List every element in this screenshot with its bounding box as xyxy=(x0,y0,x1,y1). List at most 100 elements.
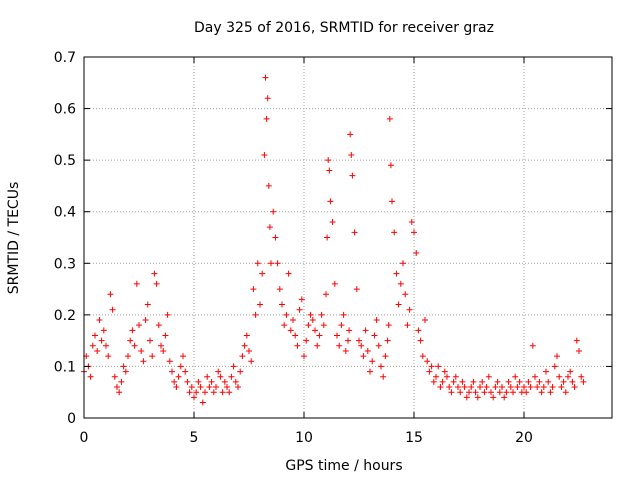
data-point xyxy=(483,384,490,391)
data-point xyxy=(257,301,263,308)
data-point xyxy=(346,327,353,334)
data-point xyxy=(186,389,193,396)
data-point xyxy=(294,342,301,349)
data-point xyxy=(131,342,138,349)
data-point xyxy=(116,389,123,396)
data-point xyxy=(191,394,197,401)
data-point xyxy=(173,384,180,391)
data-point xyxy=(488,389,494,396)
data-point xyxy=(127,337,134,344)
data-point xyxy=(540,384,547,391)
data-point xyxy=(279,301,285,308)
data-point xyxy=(323,291,329,298)
data-point xyxy=(457,389,464,396)
data-point xyxy=(562,389,569,396)
data-point xyxy=(514,384,521,391)
data-point xyxy=(109,306,116,313)
data-point xyxy=(512,373,519,380)
data-point xyxy=(547,389,554,396)
x-tick-label: 10 xyxy=(295,430,313,446)
data-point xyxy=(213,384,219,391)
data-point xyxy=(107,291,114,298)
data-point xyxy=(485,373,492,380)
data-point xyxy=(501,394,508,401)
data-point xyxy=(164,311,171,318)
data-point xyxy=(184,378,191,385)
data-point xyxy=(153,280,160,287)
data-point xyxy=(272,234,279,241)
data-point xyxy=(481,389,488,396)
data-point xyxy=(307,311,314,318)
data-point xyxy=(545,378,552,385)
data-point xyxy=(477,384,483,391)
data-point xyxy=(232,378,239,385)
data-point xyxy=(285,270,292,277)
data-point xyxy=(142,317,149,324)
data-point xyxy=(87,373,94,380)
data-point xyxy=(411,229,417,236)
data-point xyxy=(204,373,211,380)
data-point xyxy=(450,378,457,385)
data-point xyxy=(349,172,356,179)
data-point xyxy=(534,384,541,391)
data-point xyxy=(180,353,186,360)
data-point xyxy=(499,384,505,391)
data-point xyxy=(549,384,556,391)
data-point xyxy=(140,358,147,365)
data-point xyxy=(221,378,228,385)
data-point xyxy=(397,280,404,287)
data-point xyxy=(463,394,470,401)
data-point xyxy=(246,347,252,354)
data-point xyxy=(446,384,453,391)
data-point xyxy=(408,219,415,226)
data-point xyxy=(580,378,587,385)
data-point xyxy=(305,322,312,329)
data-point xyxy=(325,157,332,164)
data-point xyxy=(455,384,461,391)
data-point xyxy=(318,311,325,318)
data-point xyxy=(375,342,382,349)
data-point xyxy=(326,167,333,174)
y-tick-label: 0.4 xyxy=(54,205,76,221)
data-point xyxy=(149,353,156,360)
data-point xyxy=(523,389,530,396)
data-point xyxy=(151,270,158,277)
data-point xyxy=(459,378,466,385)
data-point xyxy=(125,353,131,360)
data-point xyxy=(472,389,479,396)
data-point xyxy=(496,389,503,396)
data-point xyxy=(276,286,283,293)
data-point xyxy=(569,378,576,385)
data-point xyxy=(380,373,387,380)
data-point xyxy=(252,311,259,318)
data-point xyxy=(177,363,184,370)
data-point xyxy=(136,322,142,329)
data-point xyxy=(452,373,459,380)
data-point xyxy=(259,270,266,277)
data-point xyxy=(527,384,534,391)
data-point xyxy=(461,384,468,391)
data-point xyxy=(393,270,400,277)
tick-labels: 0 0.1 0.2 0.3 0.4 0.5 0.6 0.7 0 5 10 15 20 xyxy=(54,50,533,446)
data-point xyxy=(261,151,268,158)
data-point xyxy=(510,389,516,396)
plot-frame xyxy=(83,56,613,419)
data-point xyxy=(338,322,345,329)
data-point xyxy=(525,378,532,385)
data-point xyxy=(386,115,393,122)
data-point xyxy=(348,151,355,158)
data-point xyxy=(281,322,288,329)
data-point xyxy=(283,311,290,318)
data-point xyxy=(466,389,472,396)
data-point xyxy=(369,358,376,365)
data-point xyxy=(129,327,136,334)
data-point xyxy=(558,384,565,391)
data-point xyxy=(208,378,215,385)
data-point xyxy=(265,182,272,189)
data-point xyxy=(268,260,274,267)
data-point xyxy=(264,95,271,102)
data-point xyxy=(182,368,189,375)
data-point xyxy=(358,342,365,349)
data-point xyxy=(428,363,435,370)
